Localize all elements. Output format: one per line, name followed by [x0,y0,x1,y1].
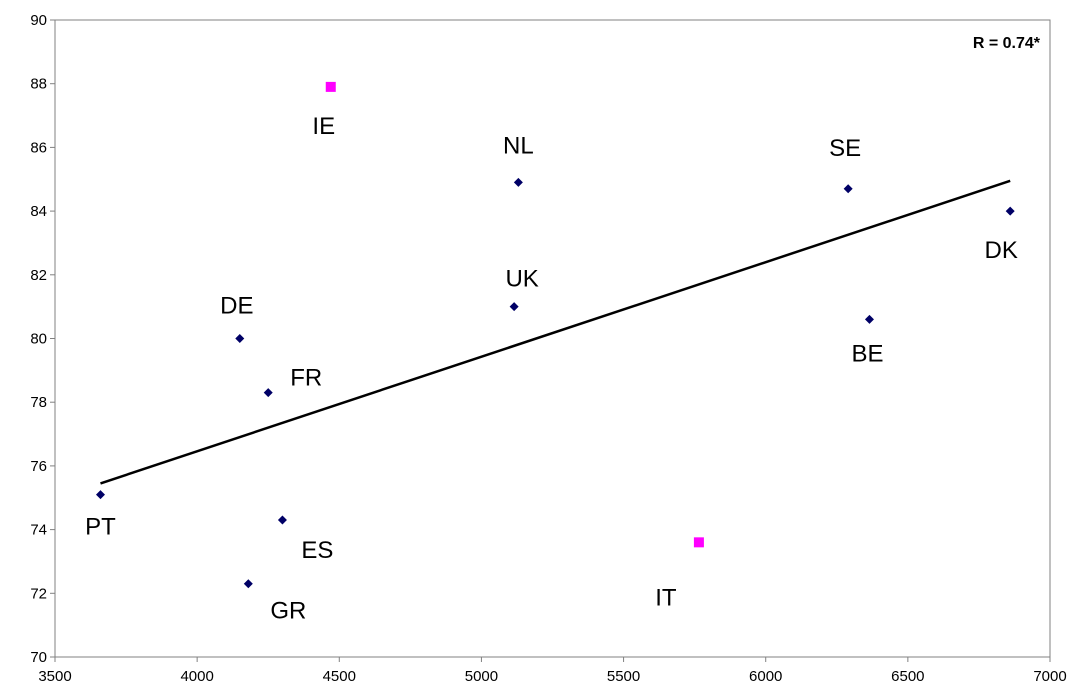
point-label-pt: PT [85,514,116,541]
data-point-se [843,184,853,194]
tick-labels: 70 72 74 76 78 80 82 84 86 88 90 3500 4000 4500 5000 55… [30,12,1066,685]
x-tick-label: 5000 [465,668,498,685]
data-points [95,81,1015,589]
correlation-annotation: R = 0.74* [973,35,1041,52]
data-point-de [235,334,245,343]
data-point-fr [263,388,273,398]
y-tick-label: 90 [30,12,47,29]
point-label-nl: NL [503,132,534,159]
point-label-ie: IE [312,113,335,140]
data-point-uk [509,302,519,312]
point-labels: PT DE GR FR ES IE UK NL IT SE BE DK [85,113,1018,625]
point-label-it: IT [655,584,677,611]
trendline [100,179,1011,485]
y-tick-label: 74 [30,522,47,539]
point-label-se: SE [829,135,861,162]
data-point-ie [325,81,336,92]
x-tick-label: 6500 [891,668,924,685]
y-tick-label: 72 [30,585,47,602]
x-tick-label: 7000 [1033,668,1066,685]
y-tick-label: 84 [30,203,47,220]
trendline-group [100,179,1011,485]
x-tick-label: 3500 [38,668,71,685]
data-point-it [693,537,704,548]
point-label-es: ES [301,537,333,564]
y-tick-label: 76 [30,458,47,475]
point-label-be: BE [851,340,883,367]
y-tick-label: 86 [30,139,47,156]
data-point-pt [95,490,105,500]
point-label-uk: UK [505,266,538,293]
y-tick-label: 80 [30,331,47,348]
point-label-gr: GR [270,598,306,625]
y-tick-label: 70 [30,649,47,666]
axes [54,19,1051,658]
x-tick-label: 5500 [607,668,640,685]
y-tick-label: 82 [30,267,47,284]
x-tick-label: 4500 [323,668,356,685]
data-point-dk [1005,206,1015,216]
data-point-nl [513,177,523,187]
data-point-es [277,515,287,525]
point-label-fr: FR [290,365,322,392]
y-tick-label: 78 [30,394,47,411]
y-tick-label: 88 [30,76,47,93]
x-tick-label: 6000 [749,668,782,685]
data-point-gr [243,579,253,589]
x-tick-label: 4000 [180,668,213,685]
point-label-de: DE [220,293,253,320]
plot-area-border [54,19,1051,658]
point-label-dk: DK [985,237,1018,264]
data-point-be [864,314,874,324]
